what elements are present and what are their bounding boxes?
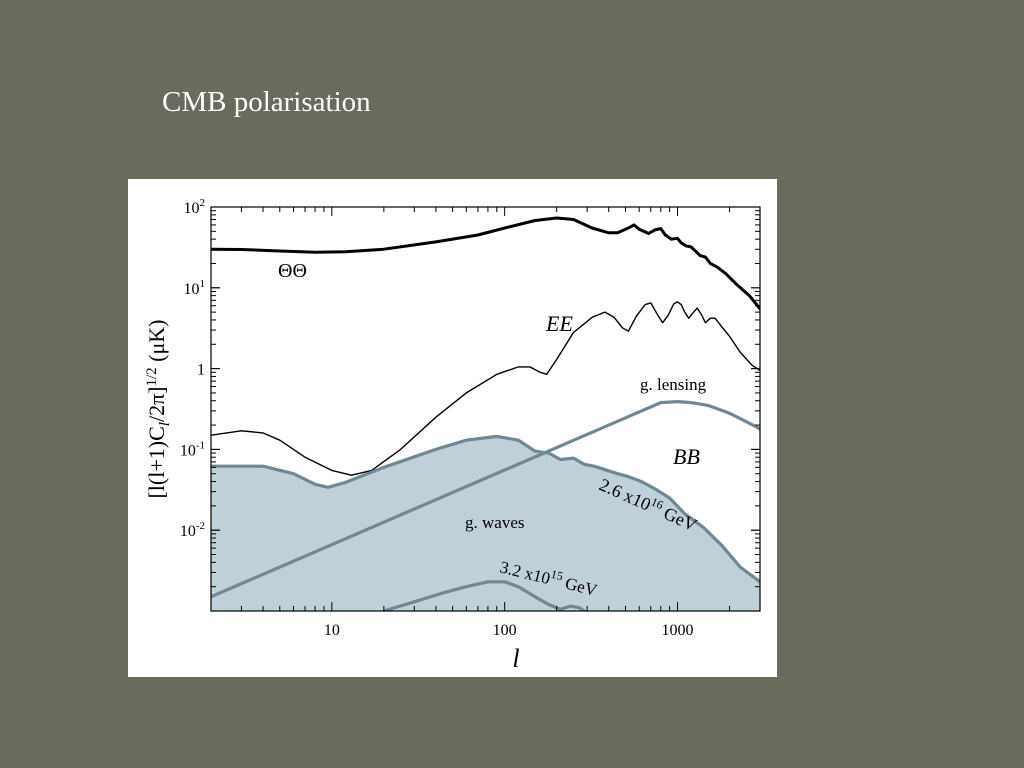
- chart-figure: 10 100 1000 102 101 1 10-1 10-2 l [l(l+1)Cl/2π]1/…: [128, 179, 777, 677]
- gw-high-fill: [211, 436, 760, 611]
- x-axis-label: l: [512, 644, 519, 673]
- series-gw_low-line: [382, 580, 588, 611]
- y-tick-label: 1: [197, 362, 205, 379]
- annotation-lensing: g. lensing: [640, 375, 707, 394]
- y-tick-label: 10-2: [180, 520, 205, 540]
- cmb-power-spectrum-chart: 10 100 1000 102 101 1 10-1 10-2 l [l(l+1)Cl/2π]1/…: [144, 197, 761, 673]
- series-ee-line: [211, 301, 760, 476]
- annotation-bb: BB: [673, 444, 700, 469]
- plot-frame: [210, 206, 761, 612]
- x-tick-label: 10: [324, 622, 340, 639]
- y-tick-label: 101: [184, 278, 206, 298]
- y-tick-label: 102: [184, 197, 206, 217]
- x-tick-label: 1000: [662, 622, 694, 639]
- series-tt-line: [211, 216, 760, 311]
- y-tick-label: 10-1: [180, 439, 205, 459]
- annotation-tt: ΘΘ: [278, 260, 307, 282]
- y-axis-label: [l(l+1)Cl/2π]1/2 (μK): [144, 319, 173, 498]
- x-tick-label: 100: [493, 622, 517, 639]
- annotation-ee: EE: [545, 311, 573, 336]
- series-bb_lensing-line: [211, 400, 760, 599]
- series-gw_high-line: [211, 434, 760, 584]
- slide-title: CMB polarisation: [162, 86, 371, 118]
- annotation-gwaves: g. waves: [465, 513, 524, 532]
